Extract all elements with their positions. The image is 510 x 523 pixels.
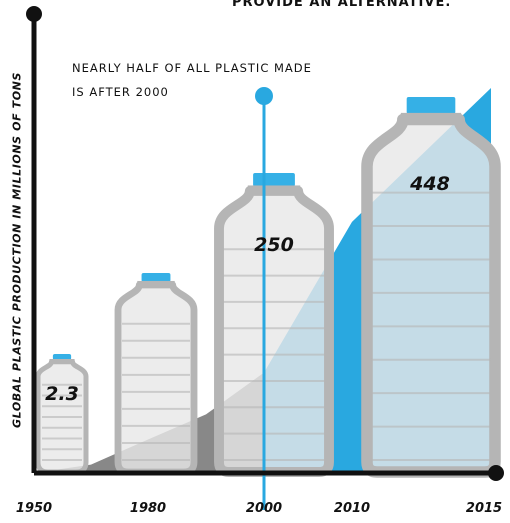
year-2000-marker-dot (255, 87, 273, 105)
annotation-text: Nearly half of all plastic made is after… (72, 61, 312, 99)
header-text: PROVIDE AN ALTERNATIVE. (232, 0, 452, 10)
bottle-1950 (35, 354, 89, 475)
x-tick-label-1980: 1980 (130, 501, 166, 516)
bottle-neck-ring (49, 359, 75, 363)
y-axis-end-dot (26, 6, 42, 22)
x-axis-end-dot (488, 465, 504, 481)
bottle-cap (141, 273, 171, 282)
bottle-neck-ring (400, 112, 462, 117)
x-tick-label-2000: 2000 (246, 501, 282, 516)
x-tick-label-2010: 2010 (334, 501, 370, 516)
x-tick-label-1950: 1950 (16, 501, 52, 516)
bottle-neck-ring (137, 280, 175, 285)
x-tick-label-2015: 2015 (466, 501, 502, 516)
bottle-cap (52, 354, 72, 360)
bottle-value-label-2000: 250 (254, 234, 294, 256)
bottle-value-label-1950: 2.3 (45, 383, 79, 405)
bottle-value-label-2015: 448 (409, 173, 450, 195)
bottle-2000 (214, 173, 334, 477)
bottle-2015 (361, 97, 501, 478)
bottle-cap (253, 173, 295, 187)
bottle-1980 (114, 273, 198, 476)
y-axis-label: Global plastic production in millions of… (10, 71, 24, 429)
bottle-cap (406, 97, 456, 114)
bottle-neck-ring (247, 185, 301, 190)
